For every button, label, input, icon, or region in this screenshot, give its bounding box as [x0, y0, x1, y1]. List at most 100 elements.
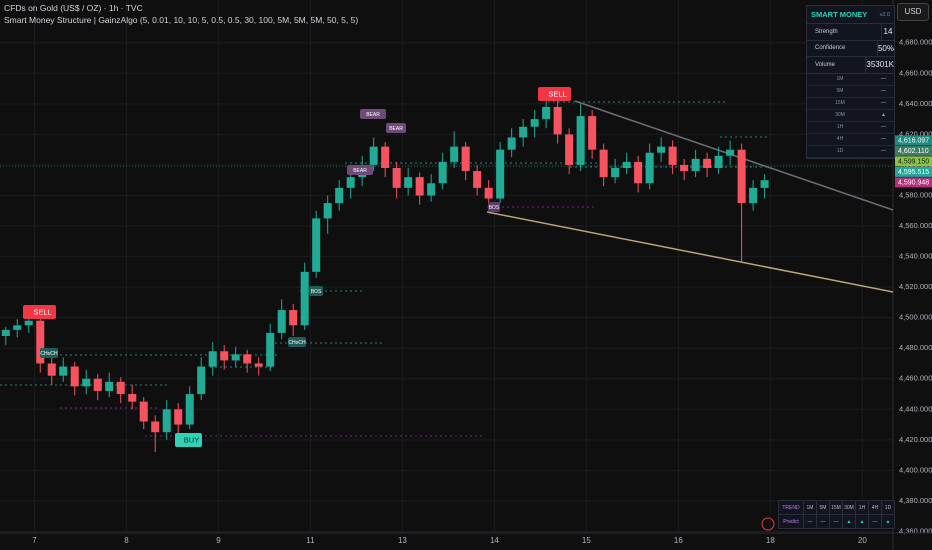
candle-body [174, 409, 183, 425]
y-tick-label: 4,380.000 [899, 496, 932, 505]
candle-body [151, 421, 160, 433]
trend-header-cell: 5M [816, 501, 829, 514]
timeframe-row: 30M ▲ [807, 110, 894, 122]
y-tick-label: 4,420.000 [899, 435, 932, 444]
trend-header-cell: 1H [855, 501, 868, 514]
x-tick-label: 9 [216, 536, 221, 545]
candle-body [266, 332, 275, 367]
candle-body [450, 146, 459, 162]
trend-header-cell: TREND [782, 504, 800, 511]
signal-label: BEAR [353, 168, 367, 174]
signal-badge [288, 337, 306, 347]
candle-body [335, 187, 344, 204]
y-tick-label: 4,580.000 [899, 190, 932, 199]
trend-cell: ▲ [842, 515, 855, 528]
signal-badge [386, 123, 406, 133]
y-tick-label: 4,680.000 [899, 38, 932, 47]
x-tick-label: 11 [306, 536, 315, 545]
trend-cell: ▲ [881, 515, 894, 528]
y-tick-label: 4,440.000 [899, 404, 932, 413]
timeframe-signal: — [881, 88, 886, 94]
signal-label: BUY [184, 435, 199, 444]
y-tick-label: 4,360.000 [899, 526, 932, 535]
panel-row-label: Confidence [815, 45, 846, 52]
trend-header: TREND 1M 5M 15M 30M 1H 4H 1D [779, 501, 894, 514]
signal-badge [347, 165, 373, 175]
timeframe-signal: — [881, 136, 886, 142]
candle-body [300, 271, 309, 326]
signal-badge [360, 109, 386, 119]
panel-row: Confidence 50% [807, 40, 894, 57]
signal-badge [488, 202, 500, 212]
timeframe-signal: — [881, 148, 886, 154]
candle-body [231, 354, 240, 361]
x-tick-label: 18 [766, 536, 775, 545]
candle-body [622, 161, 631, 168]
trend-header-cell: 4H [868, 501, 881, 514]
candle-body [496, 149, 505, 199]
y-tick-label: 4,540.000 [899, 252, 932, 261]
y-tick-label: 4,520.000 [899, 282, 932, 291]
price-tag [895, 135, 932, 146]
panel-row-label: Volume [815, 61, 836, 68]
candle-body [289, 310, 298, 326]
price-tag-label: 4,616.097 [898, 138, 929, 145]
candle-body [576, 116, 585, 165]
candle-body [105, 381, 114, 391]
candle-body [657, 146, 666, 153]
candle-body [645, 152, 654, 184]
candle-body [542, 106, 551, 120]
price-tag [895, 177, 932, 188]
trend-cell: Predict [783, 518, 799, 525]
trend-cell: — [868, 515, 881, 528]
panel-row-label: Strength [815, 28, 838, 35]
trend-row: Predict — — — ▲ ▲ — ▲ [779, 514, 894, 528]
timeframe-signal: — [881, 100, 886, 106]
x-tick-label: 7 [32, 536, 37, 545]
timeframe-row: 1M — [807, 74, 894, 86]
y-tick-label: 4,460.000 [899, 374, 932, 383]
candle-body [24, 320, 33, 326]
signal-label: SELL [548, 89, 566, 98]
timeframe-label: 4H [836, 136, 844, 142]
signal-label: BOS [489, 205, 500, 211]
panel-row-value: 50% [876, 40, 894, 56]
candle-body [139, 401, 148, 422]
timeframe-signal: — [881, 124, 886, 130]
y-tick-label: 4,620.000 [899, 129, 932, 138]
candle-body [116, 381, 125, 395]
candle-body [392, 167, 401, 188]
y-tick-label: 4,400.000 [899, 465, 932, 474]
smart-money-panel: SMART MONEY v2.0 Strength 14 Confidence 50% V… [806, 5, 895, 159]
timeframe-label: 30M [835, 112, 845, 118]
signal-label: BOS [311, 289, 322, 295]
signal-badge [538, 87, 571, 101]
signal-label: SELL [33, 307, 51, 316]
candle-body [438, 161, 447, 184]
candle-body [369, 146, 378, 165]
timeframe-row: 1D — [807, 146, 894, 158]
alert-icon [761, 517, 775, 531]
candle-body [381, 146, 390, 168]
signal-badge [309, 286, 323, 296]
panel-row-value: 35301K [865, 57, 894, 73]
candle-body [714, 155, 723, 168]
panel-row: Volume 35301K [807, 57, 894, 74]
candle-body [82, 378, 91, 387]
trend-cell: ▲ [855, 515, 868, 528]
price-tag [895, 166, 932, 177]
candle-body [220, 351, 229, 361]
candle-body [346, 177, 355, 188]
signal-label: CHoCH [288, 340, 306, 346]
trend-cell: — [803, 515, 816, 528]
candle-body [530, 119, 539, 127]
timeframe-row: 15M — [807, 98, 894, 110]
currency-button[interactable]: USD [897, 3, 929, 21]
trend-cell: — [816, 515, 829, 528]
candle-body [668, 146, 677, 165]
candle-body [128, 394, 137, 402]
candle-body [70, 366, 79, 387]
candle-body [703, 158, 712, 168]
